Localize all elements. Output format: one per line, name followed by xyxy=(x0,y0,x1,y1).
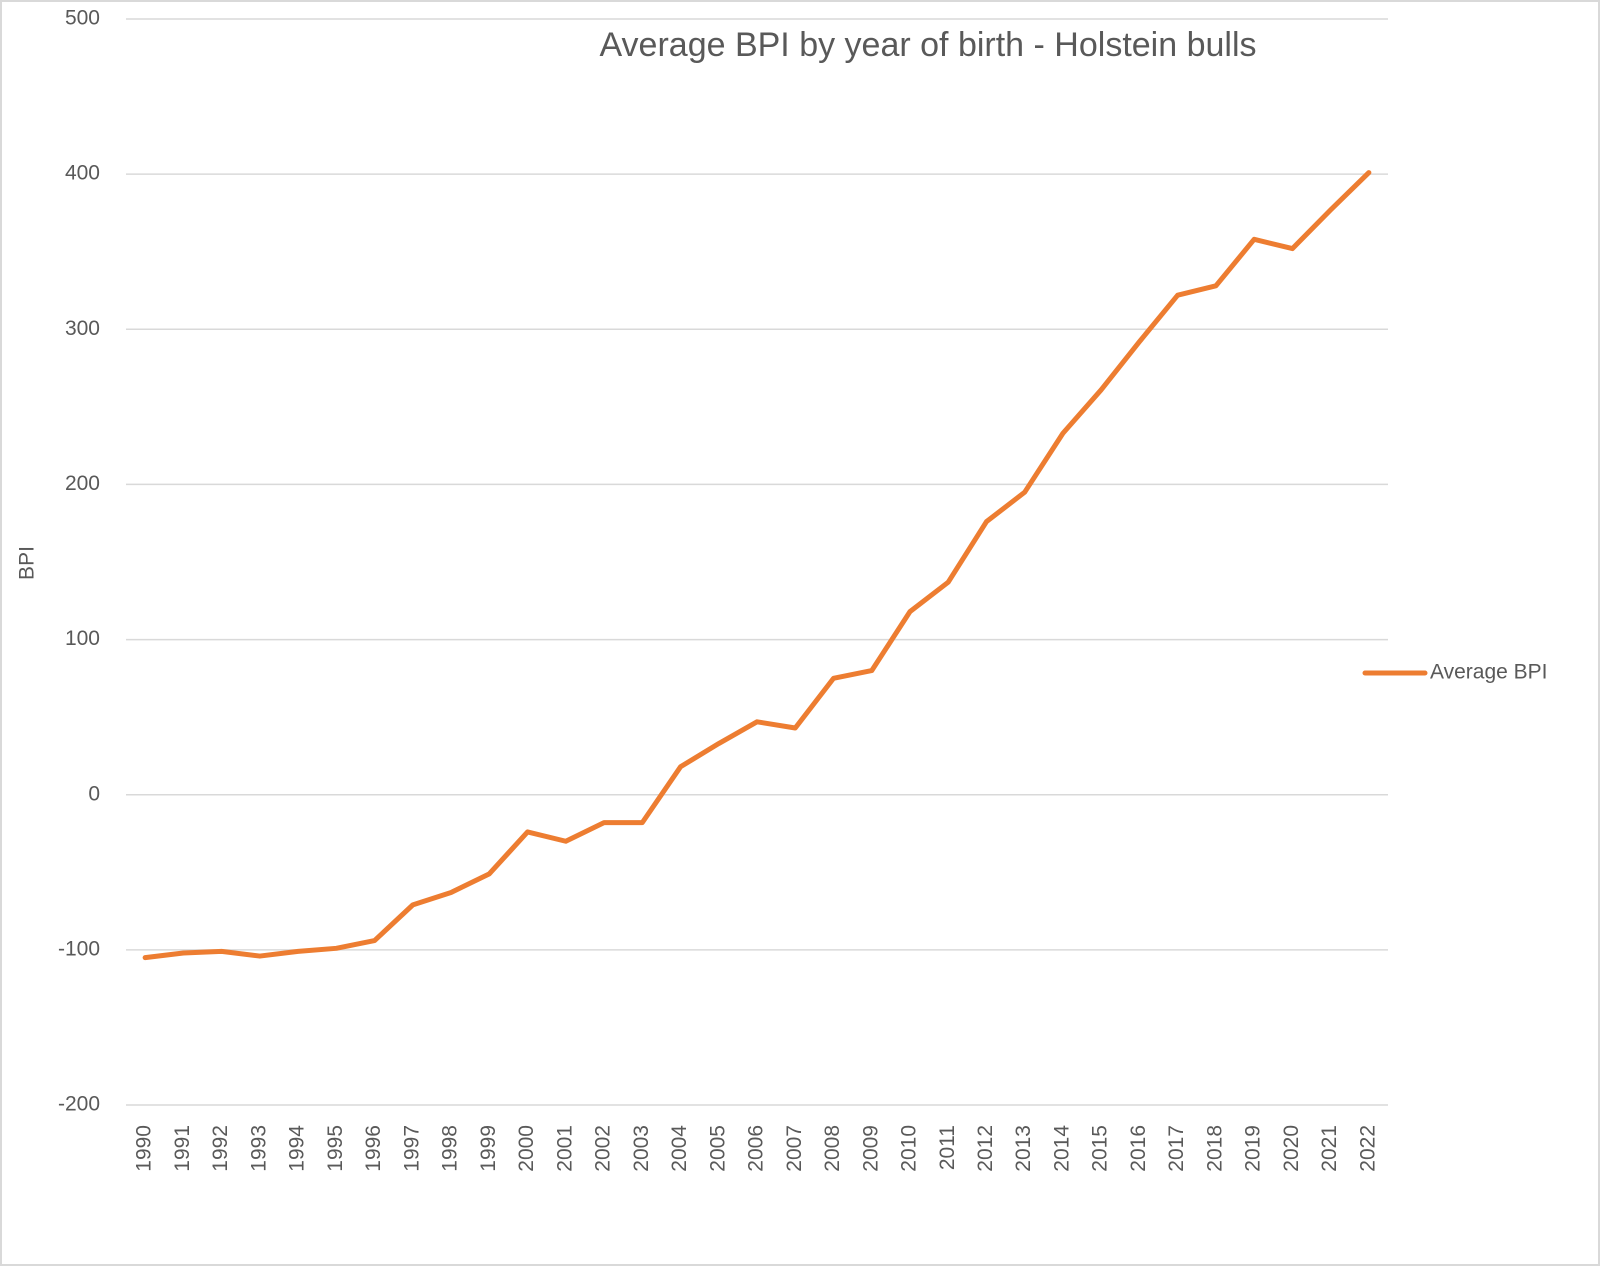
x-tick-label: 2004 xyxy=(668,1125,691,1172)
y-tick-label: 300 xyxy=(65,317,100,340)
x-tick-label: 1993 xyxy=(247,1125,270,1172)
x-tick-label: 2022 xyxy=(1356,1125,1379,1172)
x-tick-label: 2013 xyxy=(1012,1125,1035,1172)
x-tick-label: 2011 xyxy=(936,1125,959,1170)
x-tick-label: 1994 xyxy=(286,1125,309,1172)
x-tick-label: 2008 xyxy=(821,1125,844,1172)
y-tick-label: -200 xyxy=(58,1093,100,1116)
x-tick-label: 2019 xyxy=(1242,1125,1265,1172)
x-tick-label: 2014 xyxy=(1050,1125,1073,1172)
x-tick-label: 2021 xyxy=(1318,1125,1341,1172)
x-tick-label: 1990 xyxy=(133,1125,156,1172)
x-tick-label: 2020 xyxy=(1280,1125,1303,1172)
y-tick-label: 100 xyxy=(65,627,100,650)
x-tick-label: 2012 xyxy=(974,1125,997,1172)
x-tick-label: 2002 xyxy=(592,1125,615,1172)
y-axis-label: BPI xyxy=(16,546,39,580)
x-tick-label: 2015 xyxy=(1089,1125,1112,1172)
y-tick-label: -100 xyxy=(58,937,100,960)
data-line xyxy=(142,170,1372,961)
x-tick-label: 1991 xyxy=(171,1125,194,1172)
x-tick-label: 1997 xyxy=(400,1125,423,1172)
legend-label: Average BPI xyxy=(1430,661,1548,684)
x-tick-label: 2018 xyxy=(1203,1125,1226,1172)
x-tick-label: 1999 xyxy=(477,1125,500,1172)
x-tick-label: 1995 xyxy=(324,1125,347,1172)
x-tick-label: 2000 xyxy=(515,1125,538,1172)
x-tick-label: 2001 xyxy=(553,1125,576,1172)
x-tick-label: 2006 xyxy=(745,1125,768,1172)
y-tick-label: 500 xyxy=(65,7,100,30)
y-tick-label: 400 xyxy=(65,162,100,185)
x-tick-label: 2016 xyxy=(1127,1125,1150,1172)
x-tick-label: 2003 xyxy=(630,1125,653,1172)
y-tick-label: 0 xyxy=(88,782,100,805)
x-tick-label: 2005 xyxy=(706,1125,729,1172)
x-tick-label: 1996 xyxy=(362,1125,385,1172)
x-tick-label: 2010 xyxy=(898,1125,921,1172)
x-tick-label: 1998 xyxy=(439,1125,462,1172)
x-tick-label: 2007 xyxy=(783,1125,806,1172)
x-tick-label: 2009 xyxy=(859,1125,882,1172)
chart-title: Average BPI by year of birth - Holstein … xyxy=(599,26,1256,64)
x-tick-label: 1992 xyxy=(209,1125,232,1172)
y-tick-label: 200 xyxy=(65,472,100,495)
x-tick-label: 2017 xyxy=(1165,1125,1188,1172)
